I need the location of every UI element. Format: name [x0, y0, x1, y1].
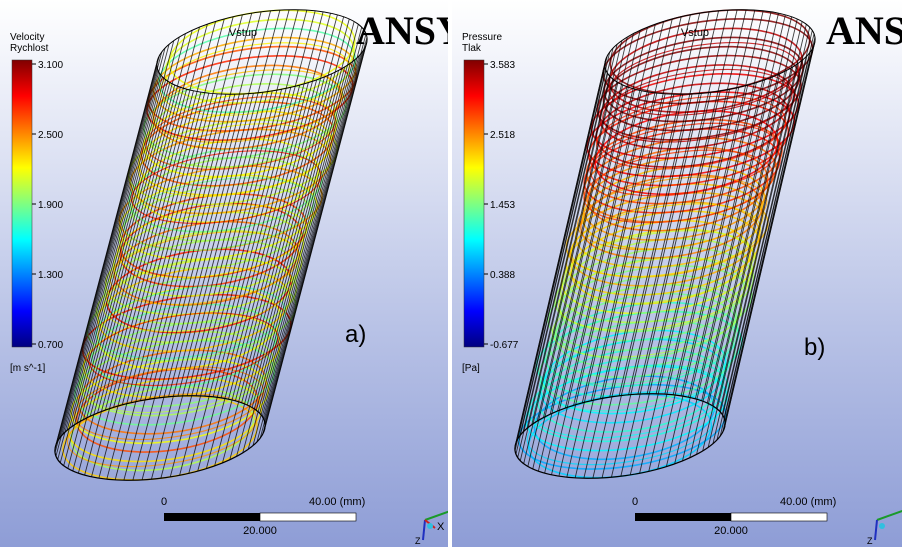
panel-a: Vstup ANSYS VelocityRychlost 3.100 2.500 1.90…: [0, 0, 448, 547]
colorbar-label: -0.677: [490, 340, 519, 351]
panel-label: a): [345, 321, 366, 348]
scale-bar-black: [635, 513, 731, 521]
legend-unit: [Pa]: [462, 363, 480, 374]
scale-mid: 20.000: [243, 525, 277, 537]
scale-max: 40.00 (mm): [780, 496, 836, 508]
axis-x-label: X: [437, 521, 445, 533]
panel-label: b): [804, 334, 825, 361]
colorbar-label: 1.300: [38, 270, 63, 281]
axis-z-label: Z: [867, 536, 873, 546]
scale-bar-white: [731, 513, 827, 521]
scale-zero: 0: [161, 496, 167, 508]
legend-subtitle: Rychlost: [10, 43, 49, 54]
view-title: Vstup: [229, 27, 257, 39]
colorbar: [12, 60, 32, 347]
legend-title: Velocity: [10, 32, 44, 43]
colorbar-label: 3.583: [490, 60, 515, 71]
legend-subtitle: Tlak: [462, 43, 482, 54]
scale-bar-white: [260, 513, 356, 521]
triad-origin: [879, 523, 885, 529]
colorbar-label: 3.100: [38, 60, 63, 71]
colorbar-label: 2.518: [490, 130, 515, 141]
triad-origin: [427, 523, 433, 529]
axis-z-label: Z: [415, 536, 421, 546]
legend-title: Pressure: [462, 32, 502, 43]
colorbar-label: 0.700: [38, 340, 63, 351]
colorbar-label: 1.453: [490, 200, 515, 211]
figure: Vstup ANSYS VelocityRychlost 3.100 2.500 1.90…: [0, 0, 902, 547]
colorbar-label: 0.388: [490, 270, 515, 281]
ansys-logo: ANSYS: [356, 8, 448, 53]
legend-unit: [m s^-1]: [10, 363, 45, 374]
scale-max: 40.00 (mm): [309, 496, 365, 508]
view-title: Vstup: [681, 27, 709, 39]
ansys-logo: ANSYS: [826, 8, 902, 53]
scale-zero: 0: [632, 496, 638, 508]
colorbar: [464, 60, 484, 347]
scale-mid: 20.000: [714, 525, 748, 537]
scale-bar-black: [164, 513, 260, 521]
colorbar-label: 2.500: [38, 130, 63, 141]
colorbar-label: 1.900: [38, 200, 63, 211]
panel-b: Vstup ANSYS PressureTlak 3.583 2.518 1.453 0.3…: [452, 0, 902, 547]
